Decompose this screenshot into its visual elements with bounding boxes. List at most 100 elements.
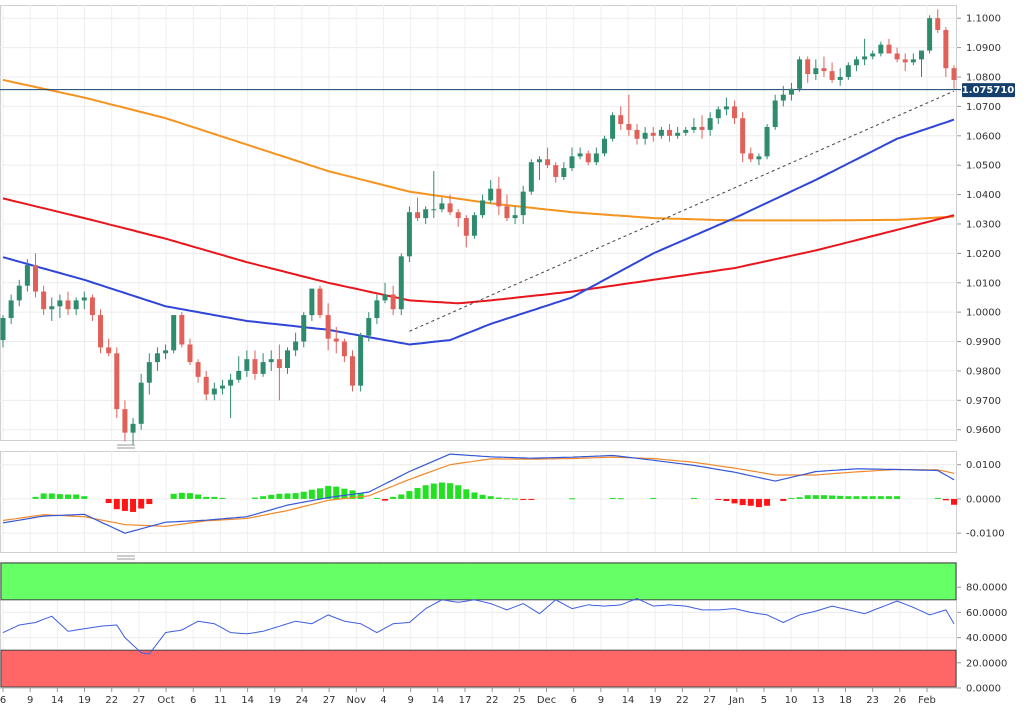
- x-tick-label: 25: [513, 695, 526, 706]
- macd-histogram-bar: [341, 488, 348, 499]
- candle-body: [33, 265, 39, 292]
- macd-histogram-bar: [487, 496, 494, 499]
- x-tick-label: 4: [380, 695, 386, 706]
- macd-histogram-bar: [430, 483, 437, 499]
- candle: [886, 38, 892, 54]
- candle-body: [463, 218, 469, 236]
- candle: [8, 294, 14, 324]
- macd-histogram-bar: [723, 498, 730, 501]
- candle: [756, 153, 762, 166]
- price-axis-tick-label: 1.0100: [966, 278, 1001, 289]
- candle-body: [260, 362, 266, 374]
- macd-histogram-bar: [105, 498, 112, 504]
- macd-histogram-bar: [211, 496, 218, 499]
- candle-body: [65, 300, 71, 310]
- panel-frame-1: [0, 5, 957, 441]
- candle-body: [244, 359, 250, 371]
- candle-body: [902, 59, 908, 63]
- x-tick-label: 27: [133, 695, 146, 706]
- macd-histogram-bar: [373, 497, 380, 499]
- candle-body: [268, 359, 274, 363]
- x-tick-label: 27: [703, 695, 716, 706]
- x-tick-label: 27: [323, 695, 336, 706]
- candle-body: [358, 335, 364, 386]
- candle-body: [748, 153, 754, 160]
- macd-histogram-bar: [804, 495, 811, 499]
- x-tick-label: 19: [78, 695, 91, 706]
- candle: [49, 297, 55, 321]
- candle: [894, 47, 900, 63]
- candle-body: [504, 206, 510, 219]
- candle-body: [228, 379, 234, 386]
- candle-body: [536, 159, 542, 163]
- rsi-axis-tick-label: 20.0000: [966, 658, 1007, 669]
- candle: [577, 147, 583, 160]
- macd-line: [2, 453, 955, 534]
- macd-histogram-bar: [382, 498, 389, 501]
- candle: [358, 332, 364, 392]
- candle-body: [699, 126, 705, 130]
- candle: [415, 197, 421, 222]
- macd-histogram-bar: [463, 489, 470, 499]
- candle-body: [667, 129, 673, 136]
- candle-body: [927, 18, 933, 51]
- macd-histogram-bar: [284, 493, 291, 499]
- x-tick-label: 14: [622, 695, 635, 706]
- rsi-panel: [2, 598, 955, 655]
- candle-body: [650, 132, 656, 136]
- candle: [211, 382, 217, 401]
- rsi-line: [2, 598, 955, 655]
- candle: [163, 344, 169, 360]
- macd-histogram-bar: [333, 486, 340, 499]
- candle-body: [691, 126, 697, 130]
- price-axis-tick-label: 1.0300: [966, 219, 1001, 230]
- candle: [748, 147, 754, 163]
- macd-histogram-bar: [447, 483, 454, 499]
- panel-resize-handle-2[interactable]: [117, 555, 135, 560]
- candle-body: [683, 129, 689, 133]
- candle: [707, 112, 713, 136]
- candle-body: [715, 109, 721, 119]
- x-tick-label: Feb: [918, 695, 936, 706]
- candle-body: [480, 200, 486, 216]
- price-axis-tick-label: 0.9600: [966, 425, 1001, 436]
- macd-histogram-bar: [715, 498, 722, 500]
- macd-histogram-bar: [203, 496, 210, 499]
- candle-body: [951, 68, 957, 80]
- candle: [634, 124, 640, 145]
- price-axis-tick-label: 1.1000: [966, 14, 1001, 25]
- candle-body: [455, 212, 461, 219]
- panel-resize-handle-1[interactable]: [117, 444, 135, 449]
- x-tick-label: 26: [893, 695, 906, 706]
- x-tick-label: 6: [190, 695, 196, 706]
- macd-histogram-bar: [617, 498, 624, 500]
- candle-body: [423, 209, 429, 219]
- macd-histogram-bar: [845, 496, 852, 499]
- macd-histogram-bar: [455, 485, 462, 499]
- macd-histogram-bar: [837, 495, 844, 499]
- candle: [545, 147, 551, 169]
- macd-histogram-bar: [170, 493, 177, 499]
- candle-body: [89, 297, 95, 316]
- candle: [146, 353, 152, 395]
- sma-100-line: [2, 197, 955, 305]
- candle-body: [634, 129, 640, 139]
- candle: [699, 115, 705, 139]
- candle-body: [374, 300, 380, 319]
- macd-histogram-bar: [820, 495, 827, 499]
- rsi-axis-tick-label: 60.0000: [966, 608, 1007, 619]
- candle: [496, 176, 502, 216]
- macd-histogram-bar: [292, 493, 299, 499]
- candle: [829, 62, 835, 83]
- candle: [309, 288, 315, 321]
- macd-histogram-bar: [121, 498, 128, 511]
- candle: [390, 285, 396, 316]
- candle: [569, 147, 575, 172]
- candle-body: [642, 132, 648, 139]
- candle-body: [366, 318, 372, 336]
- price-axis-tick-label: 1.0400: [966, 190, 1001, 201]
- candle-body: [187, 344, 193, 363]
- candle: [536, 156, 542, 180]
- candle: [642, 126, 648, 145]
- macd-histogram-bar: [146, 498, 153, 505]
